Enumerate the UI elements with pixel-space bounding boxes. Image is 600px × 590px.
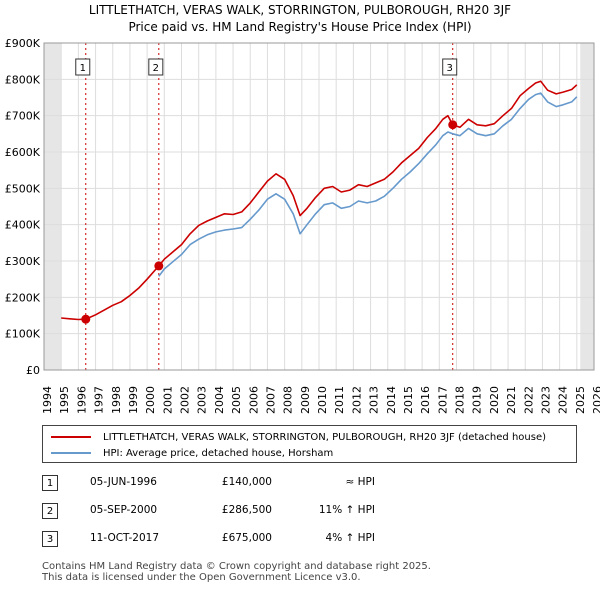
x-tick-label: 2023 <box>539 386 552 414</box>
x-tick-label: 1996 <box>75 386 88 414</box>
sale-number-badge: 1 <box>42 475 58 491</box>
legend-label-property: LITTLETHATCH, VERAS WALK, STORRINGTON, P… <box>103 431 547 443</box>
x-tick-label: 1997 <box>93 386 106 414</box>
x-tick-label: 2015 <box>402 386 415 414</box>
x-tick-label: 2012 <box>350 386 363 414</box>
chart-title: LITTLETHATCH, VERAS WALK, STORRINGTON, P… <box>88 3 512 17</box>
legend-label-hpi: HPI: Average price, detached house, Hors… <box>103 447 334 459</box>
sale-point <box>81 314 91 324</box>
legend-swatch-hpi <box>51 452 91 454</box>
sale-label: 2 <box>153 63 159 74</box>
x-tick-label: 2007 <box>264 386 277 414</box>
legend-item-property: LITTLETHATCH, VERAS WALK, STORRINGTON, P… <box>51 430 546 444</box>
x-tick-label: 2003 <box>196 386 209 414</box>
x-tick-label: 1995 <box>58 386 71 414</box>
y-tick-label: £900K <box>5 37 41 50</box>
sale-date: 05-SEP-2000 <box>90 504 158 516</box>
y-tick-label: £100K <box>5 328 41 341</box>
legend-item-hpi: HPI: Average price, detached house, Hors… <box>51 446 333 460</box>
x-tick-label: 2016 <box>419 386 432 414</box>
sale-point <box>448 120 458 130</box>
footer-credits: Contains HM Land Registry data © Crown c… <box>42 561 431 583</box>
x-tick-label: 2010 <box>316 386 329 414</box>
sale-label-box <box>75 58 91 76</box>
x-tick-label: 2006 <box>247 386 260 414</box>
legend-swatch-property <box>51 436 91 438</box>
sale-date: 11-OCT-2017 <box>90 532 159 544</box>
x-tick-label: 1994 <box>41 386 54 414</box>
x-tick-label: 2004 <box>213 386 226 414</box>
sale-date: 05-JUN-1996 <box>90 476 157 488</box>
x-tick-label: 2020 <box>488 386 501 414</box>
chart-subtitle: Price paid vs. HM Land Registry's House … <box>128 20 472 34</box>
sales-table: 1 05-JUN-1996 £140,000 ≈ HPI 2 05-SEP-20… <box>42 472 442 556</box>
plot-frame <box>43 42 595 371</box>
sale-hpi-comparison: 4% ↑ HPI <box>325 532 375 544</box>
y-tick-label: £300K <box>5 255 41 268</box>
shaded-region <box>580 43 594 370</box>
x-tick-label: 2011 <box>333 386 346 414</box>
x-tick-label: 2017 <box>436 386 449 414</box>
price-chart: 1 2 3 £0 £100K £200K £300K £400K £500K £600K £700K… <box>5 37 600 414</box>
sale-number-badge: 3 <box>42 531 58 547</box>
sale-hpi-comparison: 11% ↑ HPI <box>318 504 375 516</box>
sale-number-badge: 2 <box>42 503 58 519</box>
x-tick-label: 2022 <box>522 386 535 414</box>
x-tick-label: 1998 <box>110 386 123 414</box>
x-tick-label: 2002 <box>179 386 192 414</box>
x-tick-label: 2019 <box>471 386 484 414</box>
series-line-property <box>61 80 578 321</box>
y-tick-label: £500K <box>5 182 41 195</box>
sale-point <box>154 261 164 271</box>
x-tick-label: 2014 <box>385 386 398 414</box>
sale-hpi-comparison: ≈ HPI <box>345 476 375 488</box>
x-tick-label: 2018 <box>454 386 467 414</box>
sale-label-box <box>442 58 458 76</box>
x-tick-label: 2013 <box>368 386 381 414</box>
x-tick-label: 2026 <box>591 386 600 414</box>
sale-label: 3 <box>447 63 453 74</box>
chart-legend: LITTLETHATCH, VERAS WALK, STORRINGTON, P… <box>42 425 577 463</box>
y-tick-label: £200K <box>5 291 41 304</box>
x-tick-label: 2009 <box>299 386 312 414</box>
x-tick-label: 2008 <box>282 386 295 414</box>
y-tick-label: £400K <box>5 219 41 232</box>
x-tick-label: 2024 <box>557 386 570 414</box>
footer-licence: This data is licensed under the Open Gov… <box>42 572 361 583</box>
y-tick-label: £0 <box>26 364 40 377</box>
y-tick-label: £700K <box>5 110 41 123</box>
footer-copyright: Contains HM Land Registry data © Crown c… <box>42 561 431 572</box>
sale-price: £675,000 <box>221 532 272 544</box>
y-tick-label: £800K <box>5 73 41 86</box>
sale-label-box <box>148 58 164 76</box>
x-tick-label: 2021 <box>505 386 518 414</box>
shaded-region <box>44 43 62 370</box>
sale-price: £286,500 <box>221 504 272 516</box>
sale-label: 1 <box>80 63 86 74</box>
sale-row: 1 05-JUN-1996 £140,000 ≈ HPI <box>42 472 442 500</box>
x-tick-label: 2000 <box>144 386 157 414</box>
x-tick-label: 2025 <box>574 386 587 414</box>
x-tick-label: 1999 <box>127 386 140 414</box>
x-tick-label: 2005 <box>230 386 243 414</box>
sale-price: £140,000 <box>221 476 272 488</box>
series-line-hpi <box>158 92 578 277</box>
sale-row: 3 11-OCT-2017 £675,000 4% ↑ HPI <box>42 528 442 556</box>
sale-row: 2 05-SEP-2000 £286,500 11% ↑ HPI <box>42 500 442 528</box>
y-tick-label: £600K <box>5 146 41 159</box>
x-tick-label: 2001 <box>161 386 174 414</box>
